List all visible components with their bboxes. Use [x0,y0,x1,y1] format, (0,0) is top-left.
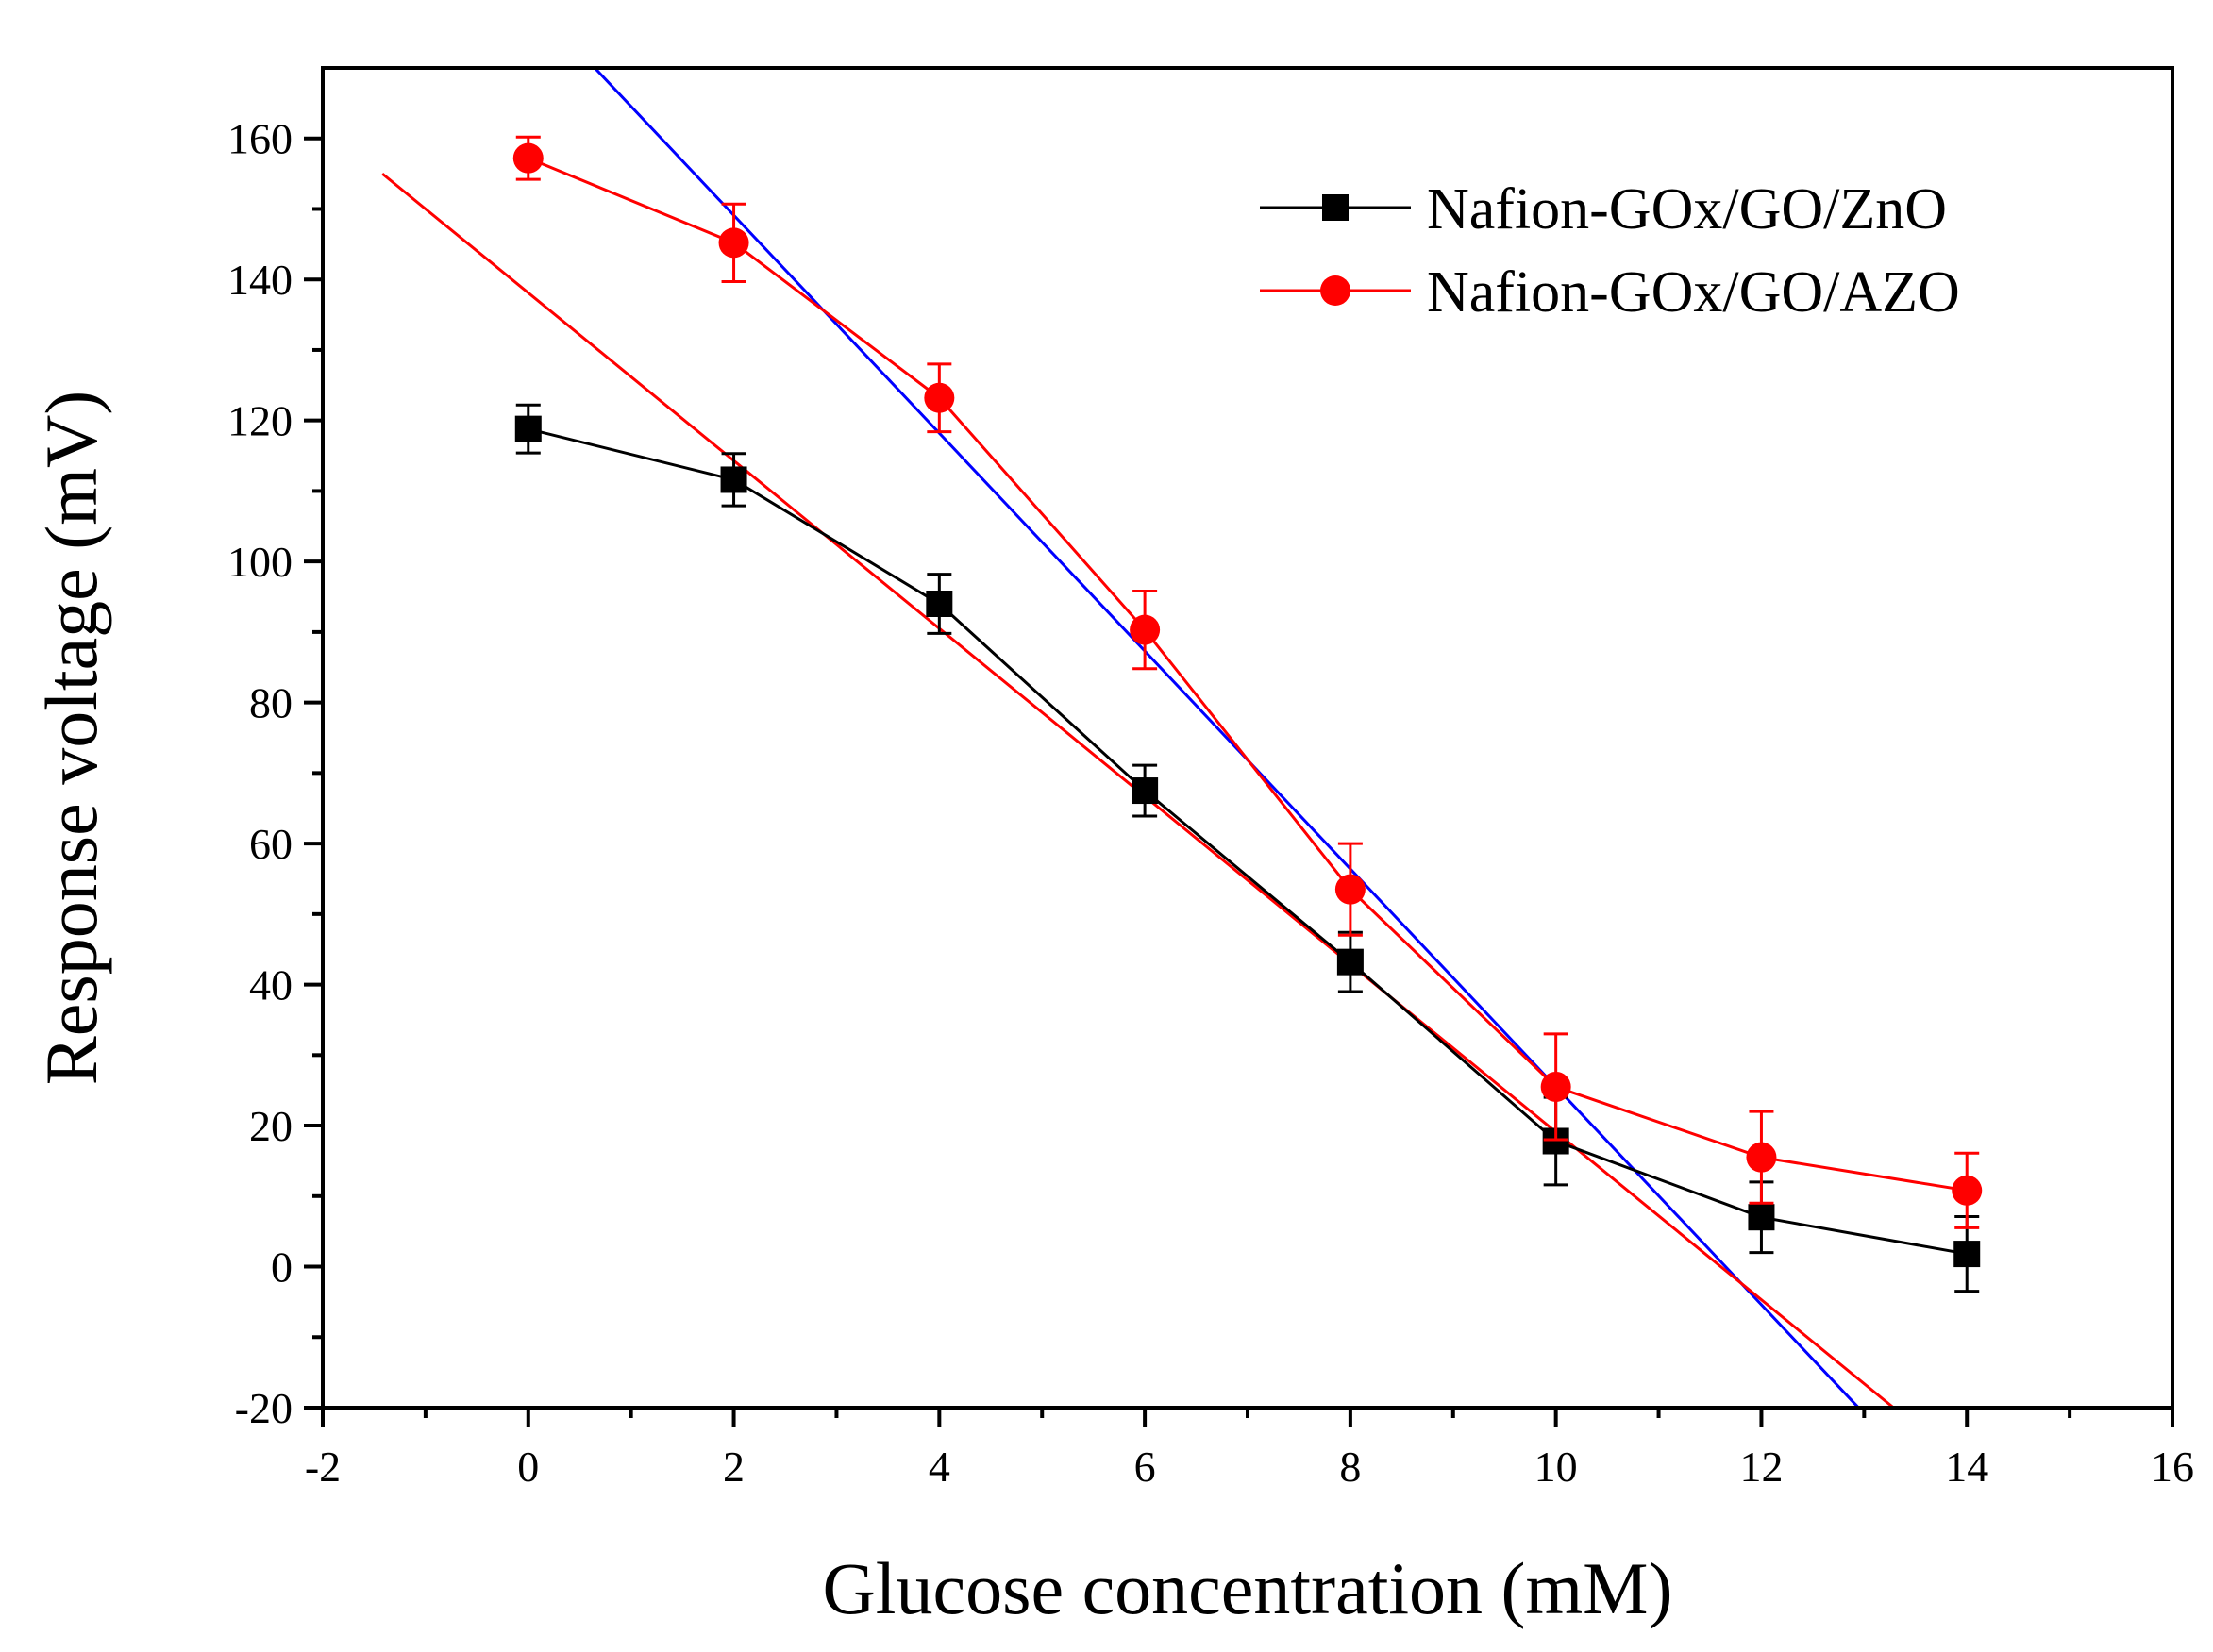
data-point [718,227,749,259]
y-tick-label: 80 [249,679,293,727]
series-line [528,427,1968,1256]
data-point [512,142,544,174]
y-tick-label: 140 [227,256,293,304]
data-point [720,466,747,493]
x-tick-label: 0 [517,1443,539,1491]
y-axis-title: Response voltage (mV) [30,391,112,1086]
data-point [1953,1241,1981,1268]
x-tick-label: 14 [1945,1443,1988,1491]
y-tick-label: 100 [227,538,293,586]
data-point [926,591,953,617]
data-point [924,382,955,413]
data-point [1130,614,1161,645]
y-tick-label: 160 [227,115,293,163]
series-zno [514,403,1981,1293]
linear-fit-line [594,67,1859,1409]
y-tick-label: 60 [249,820,293,868]
y-tick-label: 40 [249,961,293,1010]
data-point [1746,1142,1777,1173]
legend-label: Nafion-GOx/GO/AZO [1427,260,1960,325]
legend-marker [1322,194,1349,221]
data-point [1336,948,1364,976]
data-point [1334,874,1366,905]
series-azo [512,135,1983,1229]
y-tick-label: 20 [249,1102,293,1150]
y-tick-label: -20 [235,1384,293,1432]
data-point [514,415,542,442]
x-tick-label: 6 [1134,1443,1156,1491]
x-tick-label: 2 [723,1443,745,1491]
data-point [1540,1071,1571,1102]
x-tick-label: 12 [1739,1443,1783,1491]
legend-label: Nafion-GOx/GO/ZnO [1427,177,1947,242]
x-tick-label: 10 [1534,1443,1578,1491]
x-tick-label: 16 [2151,1443,2194,1491]
data-point [1132,777,1159,805]
y-tick-label: 0 [271,1243,293,1292]
series-group [512,135,1983,1293]
x-tick-label: 8 [1339,1443,1361,1491]
x-tick-label: 4 [929,1443,950,1491]
data-point [1952,1175,1983,1206]
y-tick-label: 120 [227,397,293,445]
series-line [528,157,1968,1193]
x-tick-label: -2 [305,1443,341,1491]
legend: Nafion-GOx/GO/ZnO Nafion-GOx/GO/AZO [1260,177,1960,325]
data-point [1748,1204,1775,1231]
legend-marker [1320,275,1350,306]
x-axis-title: Glucose concentration (mM) [822,1547,1672,1629]
